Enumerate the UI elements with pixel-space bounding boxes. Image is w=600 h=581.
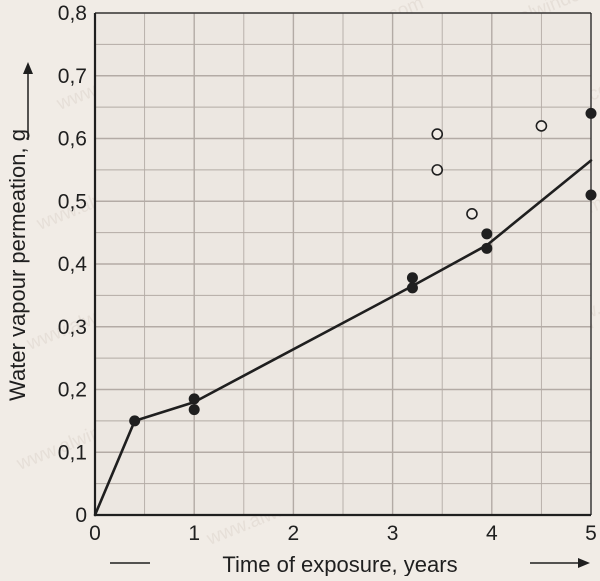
y-tick-label: 0,7 (58, 65, 87, 88)
data-point-filled (406, 282, 418, 294)
x-tick-label: 3 (387, 522, 399, 545)
trend-line (93, 159, 593, 517)
y-tick-label: 0,3 (58, 316, 87, 339)
data-point-filled (585, 189, 597, 201)
data-point-open (466, 208, 478, 220)
y-tick-label: 0,8 (58, 2, 87, 25)
axes (23, 12, 592, 568)
y-tick-label: 0,5 (58, 190, 87, 213)
data-point-filled (406, 272, 418, 284)
data-points (129, 107, 597, 427)
data-point-filled (481, 228, 493, 240)
data-point-filled (188, 393, 200, 405)
y-axis-arrow-head (23, 62, 33, 74)
x-tick-label: 5 (585, 522, 597, 545)
series-lines (93, 159, 593, 517)
x-axis-arrow-head (578, 558, 590, 568)
y-tick-label: 0,2 (58, 379, 87, 402)
y-tick-label: 0,4 (58, 253, 88, 276)
x-axis-label: Time of exposure, years (222, 552, 457, 576)
x-tick-label: 1 (188, 522, 200, 545)
y-tick-label: 0,1 (58, 441, 87, 464)
data-point-open (535, 120, 548, 132)
data-point-filled (188, 404, 200, 416)
data-point-filled (585, 107, 597, 119)
data-point-open (431, 128, 444, 140)
data-point-open (431, 164, 444, 176)
x-tick-label: 2 (288, 522, 300, 545)
data-point-filled (481, 242, 493, 254)
y-tick-label: 0 (75, 504, 87, 527)
x-tick-label: 0 (89, 522, 101, 545)
tick-labels: 0 1 2 3 4 5 0 0,1 0,2 0,3 0,4 0,5 0,6 0,7 0,8 (58, 2, 597, 545)
data-point-filled (129, 415, 141, 427)
x-tick-label: 4 (486, 522, 498, 545)
y-axis-label: Water vapour permeation, g (5, 129, 30, 401)
y-tick-label: 0,6 (58, 128, 87, 151)
